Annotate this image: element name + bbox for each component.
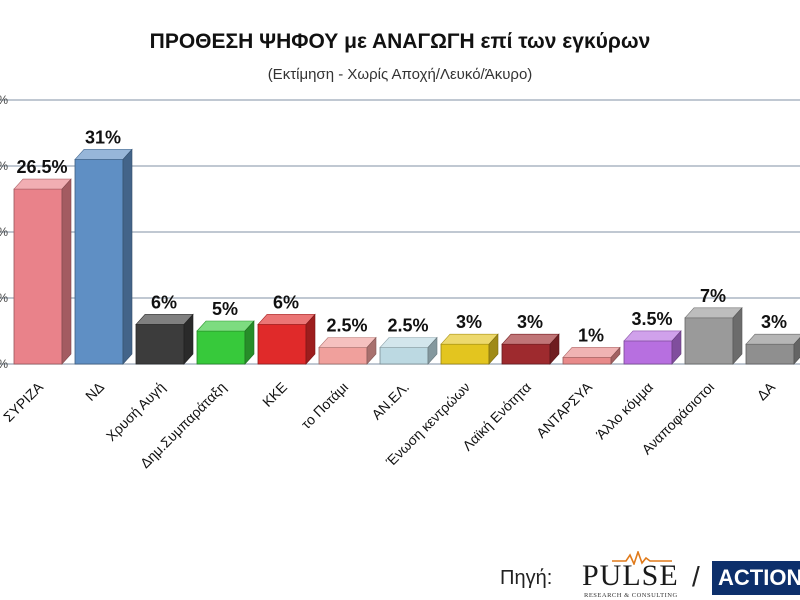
- source-credits: Πηγή: PULSE RESEARCH & CONSULTING / ACTI…: [500, 551, 800, 600]
- bar: [745, 333, 800, 365]
- bar: [74, 148, 133, 365]
- bar: [501, 333, 560, 365]
- bar-side: [549, 333, 560, 365]
- action-logo: ACTION: [712, 561, 800, 595]
- category-label: ΑΝ.ΕΛ.: [368, 379, 412, 423]
- bar-front: [74, 158, 124, 365]
- value-label: 6%: [151, 292, 177, 312]
- bar-side: [244, 320, 255, 365]
- pulse-logo-text: PULSE: [582, 559, 679, 592]
- bar-front: [257, 323, 307, 365]
- bar-front: [379, 347, 429, 365]
- value-label: 31%: [85, 127, 121, 147]
- bar-side: [61, 178, 72, 365]
- bar-front: [501, 343, 551, 365]
- value-label: 1%: [578, 325, 604, 345]
- bar-front: [623, 340, 673, 365]
- category-label: ΑΝΤΑΡΣΥΑ: [533, 378, 596, 441]
- value-label: 3%: [456, 312, 482, 332]
- category-label: ΣΥΡΙΖΑ: [0, 378, 47, 425]
- category-label: το Ποτάμι: [298, 379, 351, 432]
- pulse-wave-icon: [612, 551, 672, 565]
- bar-front: [440, 343, 490, 365]
- bar-top: [74, 149, 133, 160]
- bar-side: [671, 330, 682, 365]
- bar-top: [13, 178, 72, 190]
- bar: [379, 336, 438, 365]
- y-tick-label: %: [0, 93, 8, 107]
- bar-front: [562, 356, 612, 365]
- bar: [684, 307, 743, 365]
- bar-front: [135, 323, 185, 365]
- bar: [623, 330, 682, 365]
- bar-side: [427, 336, 438, 365]
- bar: [135, 313, 194, 365]
- bar: [440, 333, 499, 365]
- bar: [257, 313, 316, 365]
- value-labels: 26.5% 31% 6% 5% 6% 2.5% 2.5% 3% 3% 1% 3.5% 7% 3%: [16, 127, 787, 345]
- value-label: 3.5%: [631, 309, 672, 329]
- bar-top: [623, 330, 682, 342]
- bar-side: [305, 313, 316, 365]
- bar-side: [610, 346, 621, 365]
- value-label: 5%: [212, 299, 238, 319]
- source-separator: /: [692, 561, 700, 592]
- bar-top: [196, 320, 255, 332]
- chart-title: ΠΡΟΘΕΣΗ ΨΗΦΟΥ με ΑΝΑΓΩΓΗ επί των εγκύρων: [149, 30, 651, 53]
- bar-top: [440, 333, 499, 345]
- value-label: 26.5%: [16, 157, 67, 177]
- bars: [13, 148, 800, 365]
- value-label: 2.5%: [326, 316, 367, 336]
- category-label: ΔΑ: [754, 378, 779, 403]
- bar-side: [183, 313, 194, 365]
- value-label: 3%: [517, 312, 543, 332]
- bar-front: [684, 317, 734, 365]
- source-label: Πηγή:: [500, 567, 553, 589]
- bar-top: [135, 314, 194, 325]
- bar-top: [684, 307, 743, 319]
- value-label: 3%: [761, 312, 787, 332]
- pulse-logo: PULSE RESEARCH & CONSULTING: [582, 551, 682, 600]
- bar-front: [318, 347, 368, 365]
- bar-top: [501, 333, 560, 345]
- y-tick-label: %: [0, 159, 8, 173]
- bar-top: [379, 337, 438, 348]
- category-label: ΚΚΕ: [259, 379, 290, 410]
- bar: [13, 178, 72, 365]
- bar-top: [257, 314, 316, 325]
- chart-subtitle: (Εκτίμηση - Χωρίς Αποχή/Λευκό/Άκυρο): [267, 66, 533, 83]
- y-tick-label: %: [0, 357, 8, 371]
- bar-front: [745, 343, 795, 365]
- bar-side: [793, 337, 800, 365]
- bar-side: [366, 336, 377, 365]
- value-label: 6%: [273, 292, 299, 312]
- bar-top: [318, 337, 377, 348]
- category-label: Άλλο κόμμα: [593, 379, 656, 442]
- bar: [318, 336, 377, 365]
- category-label: Χρυσή Αυγή: [103, 379, 168, 444]
- y-tick-labels: %%%%%: [0, 93, 8, 371]
- bar-top: [562, 347, 621, 358]
- category-label: ΝΔ: [82, 379, 107, 404]
- bar-side: [732, 307, 743, 365]
- bar: [196, 320, 255, 365]
- bar-side: [488, 333, 499, 365]
- bar-front: [196, 330, 246, 365]
- value-label: 7%: [700, 286, 726, 306]
- bar-front: [13, 188, 63, 365]
- bar-side: [122, 148, 133, 365]
- y-tick-label: %: [0, 225, 8, 239]
- y-tick-label: %: [0, 291, 8, 305]
- bar-top: [745, 333, 800, 345]
- pulse-logo-tagline: RESEARCH & CONSULTING: [584, 592, 678, 599]
- bar: [562, 346, 621, 365]
- value-label: 2.5%: [387, 316, 428, 336]
